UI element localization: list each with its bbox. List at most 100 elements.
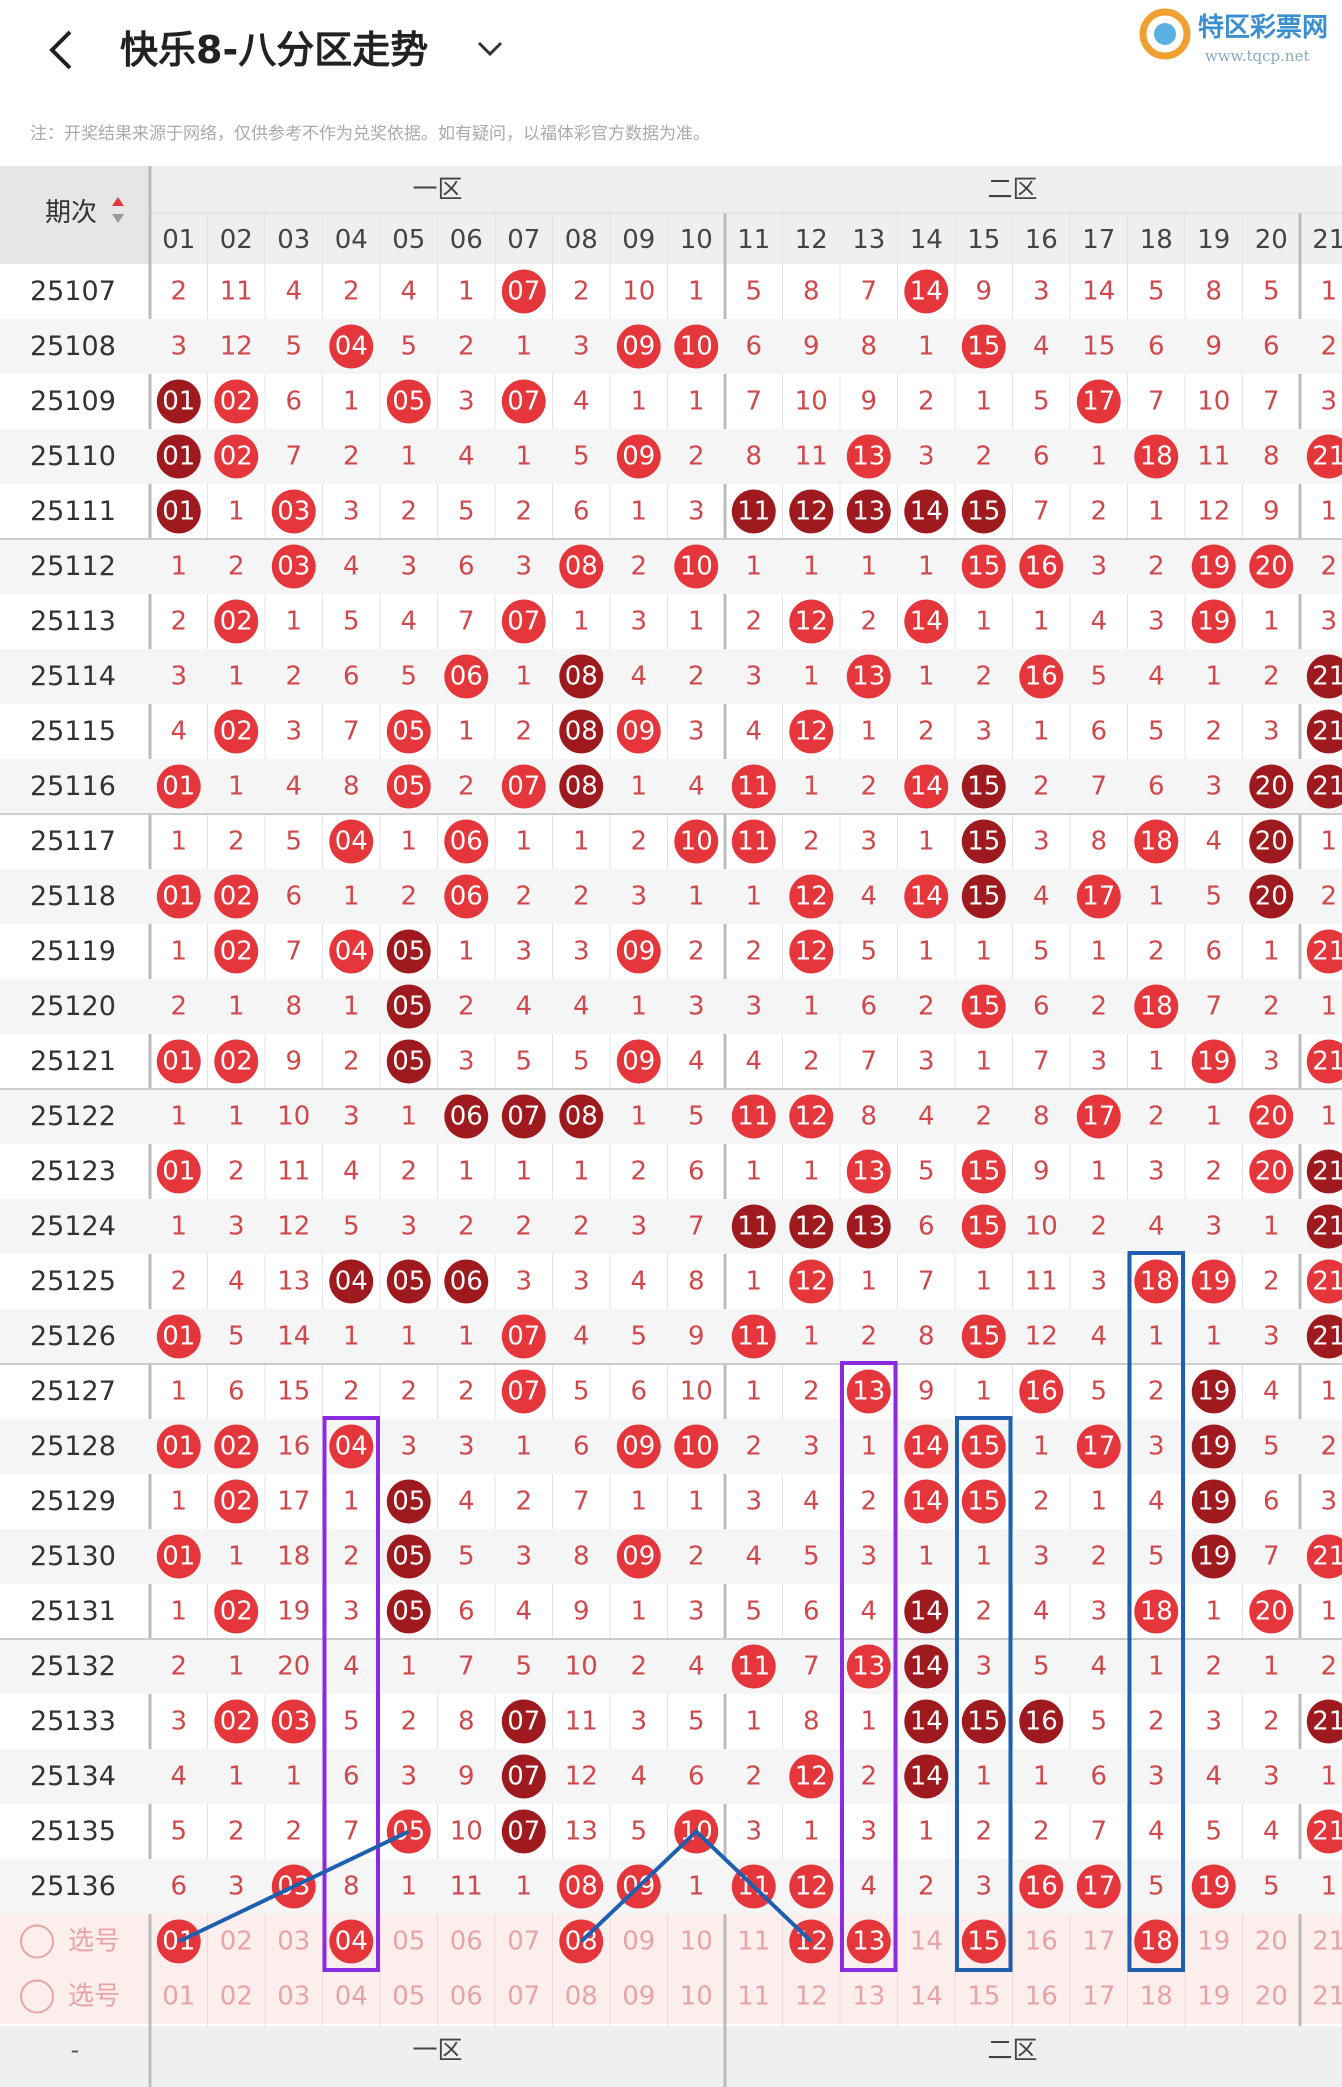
hit-ball	[501, 1369, 546, 1414]
miss-count: 1	[285, 607, 302, 637]
hit-number: 06	[450, 662, 483, 692]
miss-count: 5	[1263, 277, 1280, 307]
hit-number: 08	[565, 1872, 598, 1902]
miss-count: 02	[220, 1927, 253, 1957]
miss-count: 5	[1148, 277, 1165, 307]
hit-number: 05	[392, 387, 425, 417]
miss-count: 19	[1197, 1927, 1230, 1957]
miss-count: 1	[343, 387, 360, 417]
miss-count: 4	[458, 442, 475, 472]
miss-count: 1	[975, 1267, 992, 1297]
miss-count: 6	[285, 387, 302, 417]
issue-number: 25112	[30, 551, 116, 582]
miss-count: 3	[745, 1487, 762, 1517]
miss-count: 2	[343, 442, 360, 472]
hit-ball	[846, 1919, 891, 1964]
issue-number: 25124	[30, 1211, 116, 1242]
miss-count: 5	[1090, 1377, 1107, 1407]
hit-ball	[386, 709, 431, 754]
hit-ball	[904, 599, 949, 644]
hit-ball	[444, 1094, 489, 1139]
miss-count: 1	[803, 1817, 820, 1847]
miss-count: 1	[170, 552, 187, 582]
issue-number: 25130	[30, 1541, 116, 1572]
hit-ball	[846, 1204, 891, 1249]
hit-number: 09	[622, 1432, 655, 1462]
miss-count: 7	[860, 1047, 877, 1077]
issue-number: 25118	[30, 881, 116, 912]
miss-count: 5	[400, 662, 417, 692]
miss-count: 3	[343, 1102, 360, 1132]
miss-count: 3	[860, 1542, 877, 1572]
select-toggle[interactable]	[20, 1979, 54, 2014]
annotation-box	[840, 1361, 898, 1972]
hit-ball	[214, 709, 259, 754]
miss-count: 2	[1090, 992, 1107, 1022]
miss-count: 04	[335, 1982, 368, 2012]
hit-ball	[501, 1094, 546, 1139]
miss-count: 10	[277, 1102, 310, 1132]
hit-ball	[271, 544, 316, 589]
hit-ball	[961, 764, 1006, 809]
sort-icon[interactable]	[112, 197, 124, 206]
sort-icon[interactable]	[112, 214, 124, 223]
hit-ball	[1191, 1039, 1236, 1084]
hit-number: 11	[737, 1212, 770, 1242]
hit-number: 12	[795, 937, 828, 967]
miss-count: 3	[1263, 717, 1280, 747]
hit-ball	[1019, 1864, 1064, 1909]
miss-count: 2	[170, 1267, 187, 1297]
miss-count: 4	[860, 882, 877, 912]
miss-count: 1	[515, 827, 532, 857]
miss-count: 5	[1263, 1872, 1280, 1902]
miss-count: 1	[1033, 607, 1050, 637]
miss-count: 1	[1320, 1102, 1337, 1132]
miss-count: 1	[515, 1157, 532, 1187]
miss-count: 16	[277, 1432, 310, 1462]
hit-number: 05	[392, 992, 425, 1022]
miss-count: 1	[1033, 1762, 1050, 1792]
miss-count: 1	[170, 827, 187, 857]
miss-count: 7	[285, 442, 302, 472]
miss-count: 1	[630, 1597, 647, 1627]
issue-number: 25129	[30, 1486, 116, 1517]
hit-number: 18	[1140, 827, 1173, 857]
miss-count: 1	[688, 1487, 705, 1517]
hit-ball	[501, 1314, 546, 1359]
hit-ball	[789, 1864, 834, 1909]
issue-number: 25121	[30, 1046, 116, 1077]
hit-ball	[904, 489, 949, 534]
hit-ball	[329, 929, 374, 974]
hit-number: 07	[507, 1102, 540, 1132]
miss-count: 7	[1033, 497, 1050, 527]
miss-count: 1	[1148, 497, 1165, 527]
hit-number: 05	[392, 937, 425, 967]
miss-count: 4	[688, 772, 705, 802]
hit-ball	[214, 434, 259, 479]
hit-number: 18	[1140, 992, 1173, 1022]
hit-ball	[1019, 1369, 1064, 1414]
miss-count: 3	[170, 662, 187, 692]
miss-count: 9	[688, 1322, 705, 1352]
hit-number: 06	[450, 882, 483, 912]
hit-ball	[1306, 1039, 1342, 1084]
hit-number: 12	[795, 607, 828, 637]
select-toggle[interactable]	[20, 1924, 54, 1959]
miss-count: 1	[918, 827, 935, 857]
back-button[interactable]	[49, 30, 72, 70]
miss-count: 5	[343, 1212, 360, 1242]
miss-count: 2	[228, 827, 245, 857]
hit-ball	[1249, 1149, 1294, 1194]
miss-count: 3	[458, 1047, 475, 1077]
dropdown-icon[interactable]	[477, 41, 503, 57]
hit-ball	[1019, 544, 1064, 589]
hit-ball	[329, 1424, 374, 1469]
hit-ball	[1306, 1204, 1342, 1249]
miss-count: 20	[1255, 1927, 1288, 1957]
hit-ball	[386, 379, 431, 424]
hit-number: 09	[622, 937, 655, 967]
miss-count: 3	[918, 1047, 935, 1077]
miss-count: 1	[630, 1487, 647, 1517]
hit-number: 12	[795, 1212, 828, 1242]
miss-count: 3	[1033, 827, 1050, 857]
